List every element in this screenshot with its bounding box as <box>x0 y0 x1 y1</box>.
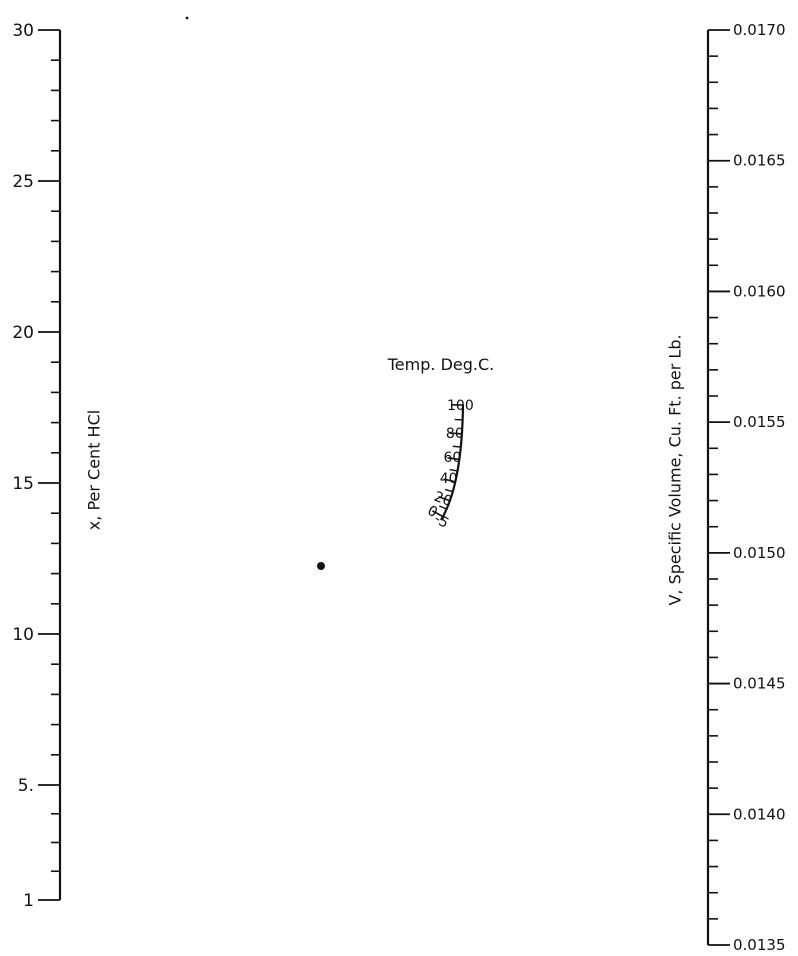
v-tick-label: 0.0165 <box>733 152 786 170</box>
v-tick-label: 0.0155 <box>733 413 786 431</box>
temperature-tick-label: 80 <box>446 426 464 442</box>
ink-dot <box>317 562 325 570</box>
x-tick-label: 10 <box>12 625 34 645</box>
v-axis-title: V, Specific Volume, Cu. Ft. per Lb. <box>666 334 685 605</box>
x-percent-hcl-scale: 1 5. 10 15 20 25 30 <box>12 21 62 911</box>
temperature-tick-label: 40 <box>440 471 458 487</box>
temperature-curve <box>440 404 465 521</box>
v-tick-label: 0.0145 <box>733 675 786 693</box>
x-tick-label: 5. <box>18 776 34 796</box>
v-tick-label: 0.0140 <box>733 805 786 823</box>
x-tick-label: 30 <box>12 21 34 41</box>
temperature-minor-tick <box>444 488 453 493</box>
temperature-major-tick <box>438 496 451 502</box>
temperature-minor-tick <box>449 468 458 472</box>
temperature-major-tick <box>443 478 456 483</box>
temperature-tick-label: 60 <box>443 450 461 466</box>
x-tick-label: 15 <box>12 474 34 494</box>
temperature-major-tick <box>447 456 460 461</box>
specific-volume-scale: 0.0135 0.0140 0.0145 0.0150 0.0155 0.0160 0.01… <box>706 21 786 954</box>
v-tick-label: 0.0135 <box>733 936 786 954</box>
temperature-minor-tick <box>438 505 447 510</box>
x-axis-title: x, Per Cent HCl <box>85 410 104 530</box>
temperature-major-tick <box>432 510 444 518</box>
v-tick-label: 0.0160 <box>733 282 786 300</box>
temperature-title: Temp. Deg.C. <box>387 355 494 374</box>
x-tick-label: 1 <box>23 891 34 911</box>
x-tick-label: 25 <box>12 172 34 192</box>
temperature-tick-label: 20 <box>432 489 454 510</box>
ink-speck <box>185 16 189 20</box>
x-tick-label: 20 <box>12 323 34 343</box>
temperature-minor-tick <box>452 445 461 448</box>
temperature-tick-label: 100 <box>447 398 474 414</box>
temperature-major-tick <box>449 432 462 435</box>
v-tick-label: 0.0170 <box>733 21 786 39</box>
v-tick-label: 0.0150 <box>733 544 786 562</box>
